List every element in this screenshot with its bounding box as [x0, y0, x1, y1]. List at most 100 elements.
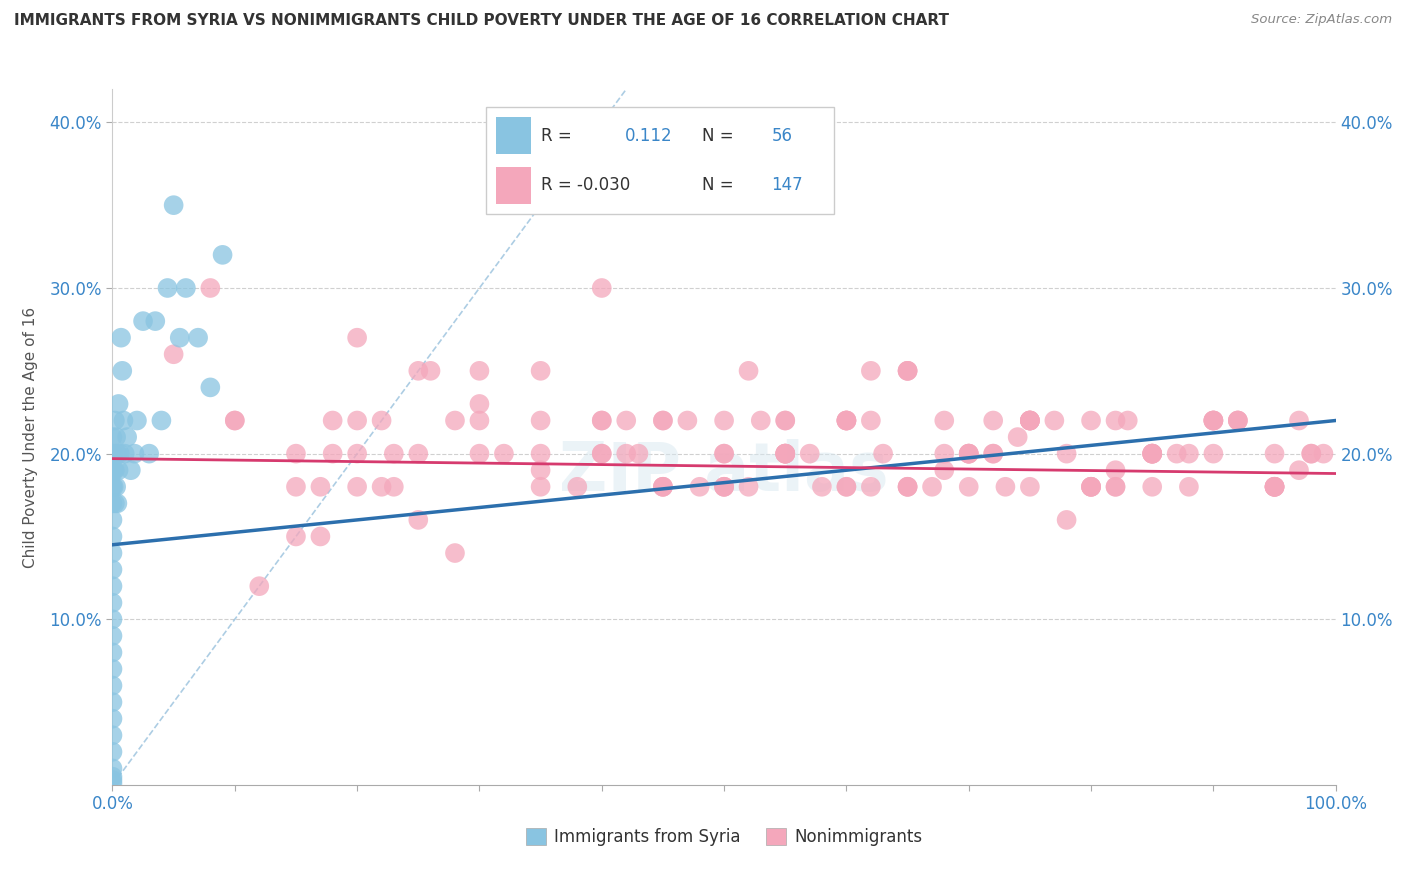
Point — [591, 413, 613, 427]
Point — [652, 480, 675, 494]
Point — [1080, 480, 1102, 494]
Point — [1142, 480, 1164, 494]
Point — [492, 447, 515, 461]
Point — [1301, 447, 1323, 461]
Point — [111, 364, 134, 378]
Point — [529, 480, 551, 494]
Point — [859, 413, 882, 427]
Point — [713, 447, 735, 461]
Point — [811, 480, 834, 494]
Point — [444, 413, 467, 427]
Point — [1264, 480, 1286, 494]
Point — [981, 447, 1004, 461]
Point — [713, 480, 735, 494]
Point — [775, 447, 797, 461]
Point — [775, 447, 797, 461]
Point — [101, 513, 124, 527]
Point — [799, 447, 821, 461]
Point — [101, 480, 124, 494]
Point — [897, 364, 920, 378]
Point — [468, 364, 491, 378]
Point — [105, 480, 128, 494]
Point — [284, 529, 308, 543]
Point — [284, 480, 308, 494]
Point — [468, 447, 491, 461]
Point — [1018, 480, 1040, 494]
Point — [529, 413, 551, 427]
Point — [101, 612, 124, 626]
Point — [224, 413, 246, 427]
Point — [1301, 447, 1323, 461]
Point — [1202, 447, 1225, 461]
Point — [105, 430, 128, 444]
Point — [163, 198, 186, 212]
Point — [114, 447, 136, 461]
Point — [1104, 413, 1126, 427]
Point — [156, 281, 179, 295]
Point — [322, 447, 344, 461]
Point — [108, 447, 131, 461]
Point — [957, 447, 980, 461]
Point — [934, 413, 956, 427]
Point — [163, 347, 186, 361]
Point — [627, 447, 650, 461]
Point — [322, 413, 344, 427]
Point — [1142, 447, 1164, 461]
Point — [132, 314, 155, 328]
Point — [174, 281, 197, 295]
Point — [1202, 413, 1225, 427]
Point — [897, 480, 920, 494]
Point — [872, 447, 894, 461]
Point — [247, 579, 270, 593]
Point — [1264, 447, 1286, 461]
Point — [737, 364, 759, 378]
Point — [957, 447, 980, 461]
Point — [101, 679, 124, 693]
Point — [346, 413, 368, 427]
Point — [1166, 447, 1188, 461]
Point — [187, 331, 209, 345]
Point — [737, 480, 759, 494]
Point — [529, 364, 551, 378]
Point — [408, 364, 430, 378]
Point — [835, 413, 858, 427]
Point — [101, 596, 124, 610]
Point — [101, 546, 124, 560]
Point — [1056, 513, 1078, 527]
Legend: Immigrants from Syria, Nonimmigrants: Immigrants from Syria, Nonimmigrants — [519, 822, 929, 853]
Point — [1018, 413, 1040, 427]
Point — [1202, 413, 1225, 427]
Point — [1007, 430, 1029, 444]
Point — [591, 413, 613, 427]
Point — [676, 413, 699, 427]
Point — [1288, 463, 1310, 477]
Point — [200, 380, 222, 394]
Point — [150, 413, 173, 427]
Point — [859, 480, 882, 494]
Point — [101, 761, 124, 775]
Point — [897, 364, 920, 378]
Point — [713, 480, 735, 494]
Point — [105, 447, 128, 461]
Point — [1080, 413, 1102, 427]
Point — [981, 413, 1004, 427]
Point — [897, 480, 920, 494]
Point — [749, 413, 772, 427]
Point — [1226, 413, 1249, 427]
Point — [1142, 447, 1164, 461]
Point — [835, 413, 858, 427]
Point — [101, 776, 124, 790]
Point — [284, 447, 308, 461]
Point — [689, 480, 711, 494]
Point — [1018, 413, 1040, 427]
Point — [1178, 480, 1201, 494]
Point — [713, 480, 735, 494]
Point — [468, 413, 491, 427]
Point — [897, 480, 920, 494]
Point — [105, 496, 128, 510]
Point — [934, 447, 956, 461]
Point — [101, 447, 124, 461]
Point — [468, 397, 491, 411]
Point — [859, 364, 882, 378]
Point — [101, 563, 124, 577]
